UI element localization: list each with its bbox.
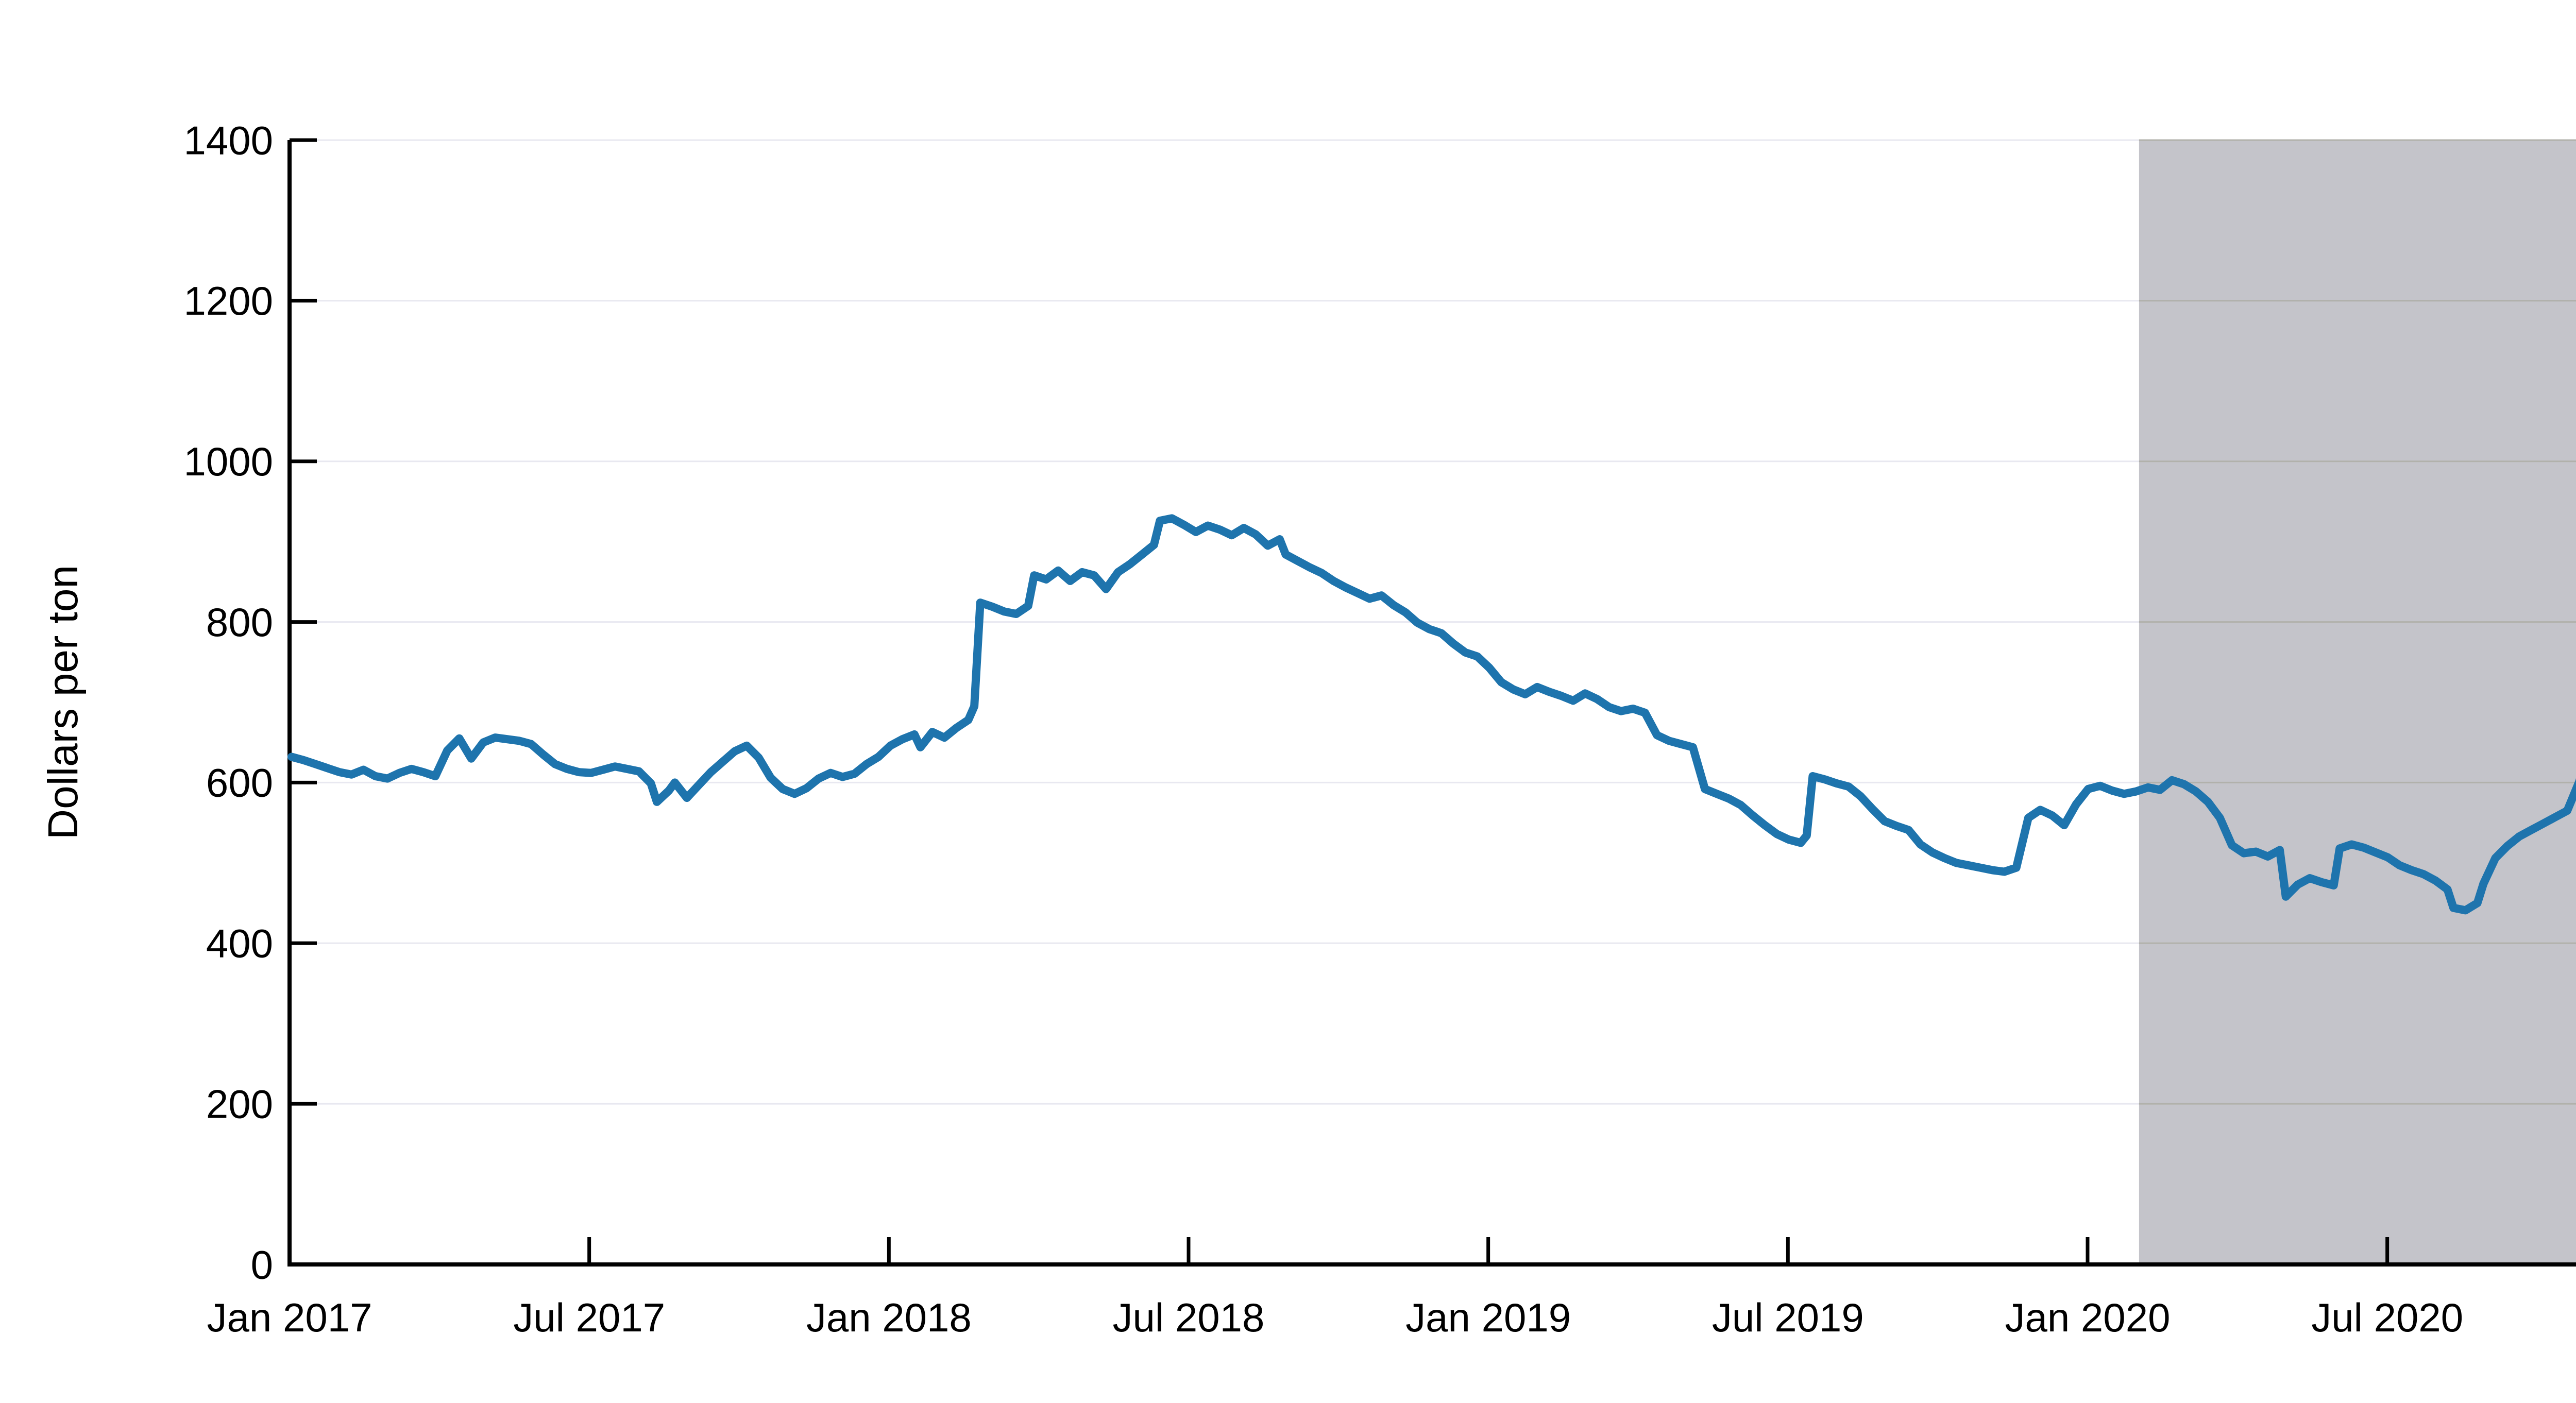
x-tick-label: Jan 2018 <box>806 1295 972 1340</box>
y-tick-label: 1200 <box>183 278 273 323</box>
price-line <box>287 514 2576 915</box>
x-tick-label: Jul 2017 <box>513 1295 665 1340</box>
y-tick-label: 1000 <box>183 439 273 484</box>
x-tick-label: Jul 2018 <box>1113 1295 1265 1340</box>
x-tick-label: Jul 2019 <box>1712 1295 1864 1340</box>
x-tick-label: Jan 2020 <box>2005 1295 2171 1340</box>
x-tick-label: Jan 2019 <box>1405 1295 1571 1340</box>
y-tick-label: 600 <box>206 760 273 806</box>
y-tick-label: 800 <box>206 600 273 645</box>
y-tick-label: 400 <box>206 921 273 966</box>
y-axis-title: Dollars per ton <box>40 565 87 840</box>
x-tick-label: Jul 2020 <box>2311 1295 2463 1340</box>
x-tick-label: Jan 2017 <box>207 1295 372 1340</box>
y-tick-label: 1400 <box>183 117 273 163</box>
y-tick-label: 0 <box>251 1242 273 1287</box>
recession-shading <box>2139 140 2576 1264</box>
y-tick-label: 200 <box>206 1081 273 1126</box>
